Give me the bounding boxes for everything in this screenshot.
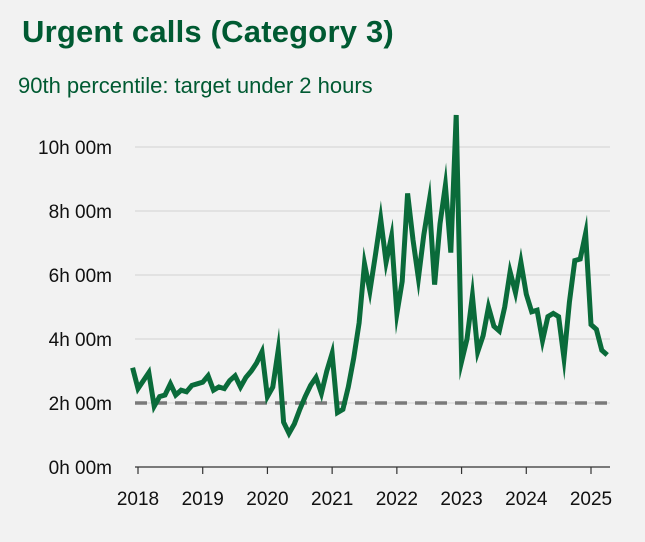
y-tick-label: 8h 00m [49,202,112,223]
x-tick-label: 2019 [182,489,224,510]
x-tick-label: 2024 [505,489,548,510]
y-tick-label: 4h 00m [49,330,112,351]
y-tick-label: 10h 00m [38,138,112,159]
x-tick-label: 2021 [311,489,353,510]
y-tick-label: 6h 00m [49,266,112,287]
chart-title: Urgent calls (Category 3) [22,14,394,49]
x-tick-label: 2023 [440,489,482,510]
x-tick-label: 2020 [246,489,288,510]
x-tick-label: 2025 [570,489,612,510]
x-tick-label: 2022 [376,489,418,510]
series-line [130,114,609,439]
y-tick-label: 0h 00m [49,458,112,479]
x-axis: 2018 2019 2020 2021 2022 2023 2024 2025 [117,466,612,510]
series-group [130,114,609,439]
y-axis-ticks: 0h 00m 2h 00m 4h 00m 6h 00m 8h 00m 10h 00m [38,138,112,479]
x-tick-label: 2018 [117,489,159,510]
y-tick-label: 2h 00m [49,394,112,415]
chart-subtitle: 90th percentile: target under 2 hours [18,73,373,98]
